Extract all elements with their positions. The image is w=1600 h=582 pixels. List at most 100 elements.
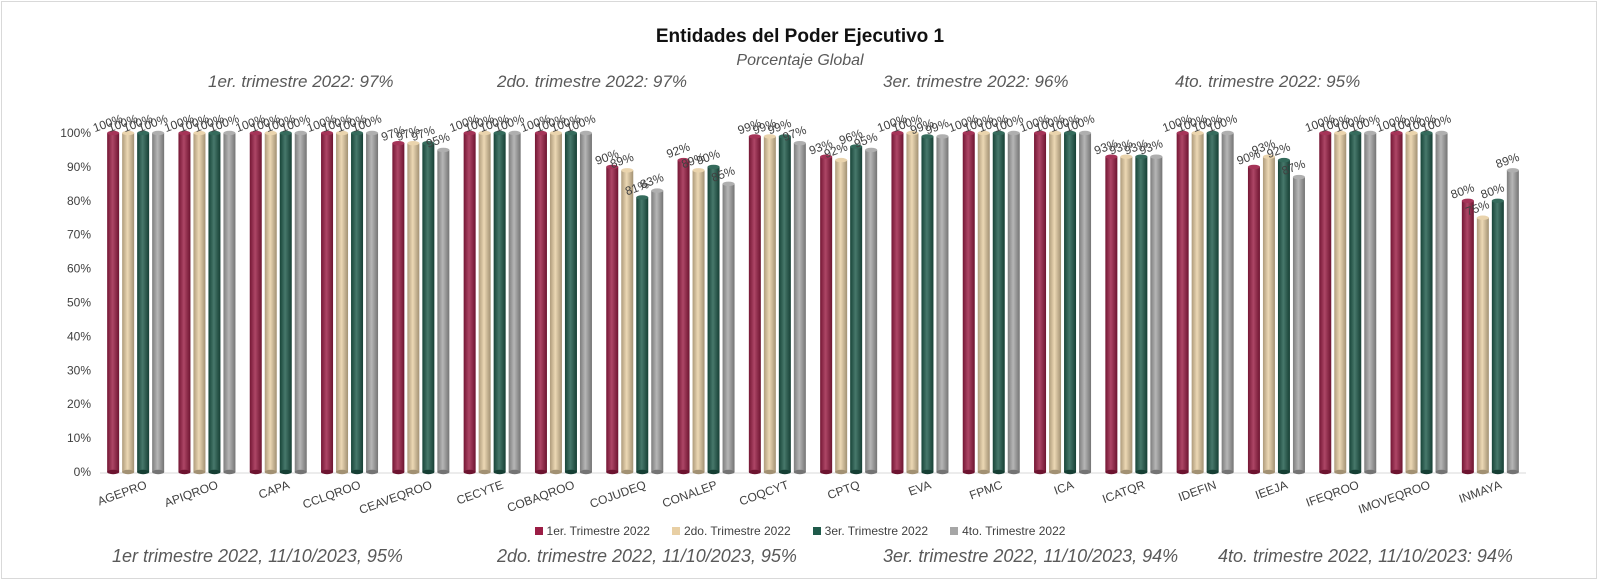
bar <box>1390 133 1403 472</box>
bar-top <box>579 130 592 136</box>
bar-base <box>223 469 236 475</box>
x-tick-label: CAPA <box>257 478 292 502</box>
bar <box>835 160 848 472</box>
bar-top <box>677 157 690 163</box>
x-tick-label: CPTQ <box>826 478 862 503</box>
bar <box>549 133 562 472</box>
legend-item-4: 4to. Trimestre 2022 <box>950 524 1065 538</box>
bar <box>478 133 491 472</box>
y-tick-label: 20% <box>67 397 91 411</box>
bar <box>1491 200 1504 473</box>
data-label: 89% <box>1494 150 1522 171</box>
footer-note-4: 4to. trimestre 2022, 11/10/2023: 94% <box>1218 546 1513 566</box>
bar-base <box>534 469 547 475</box>
legend-swatch-4 <box>950 527 959 535</box>
bar <box>249 133 262 472</box>
bar-top <box>321 130 334 136</box>
bar-top <box>1064 130 1077 136</box>
footer-note-3: 3er. trimestre 2022, 11/10/2023, 94% <box>883 546 1179 566</box>
data-label: 90% <box>694 146 722 167</box>
bar-base <box>1420 469 1433 475</box>
bar <box>1176 133 1189 472</box>
bar <box>707 166 720 472</box>
bar-top <box>178 130 191 136</box>
bar <box>193 133 206 472</box>
bar-top <box>692 168 705 173</box>
bar-top <box>351 130 364 136</box>
bar <box>208 133 221 472</box>
bar-top <box>1049 130 1062 136</box>
bar-base <box>936 469 949 475</box>
bar-top <box>1221 130 1234 136</box>
bar <box>1277 160 1290 472</box>
bar <box>1150 156 1163 473</box>
bar <box>1049 133 1062 472</box>
bar <box>178 133 191 472</box>
bar-base <box>1191 469 1204 475</box>
bar <box>692 170 705 473</box>
x-tick-label: CEAVEQROO <box>357 478 434 517</box>
bar-base <box>1506 469 1519 475</box>
x-tick-label: EVA <box>906 478 933 499</box>
bar-base <box>463 469 476 475</box>
bar-base <box>1390 469 1403 475</box>
x-tick-label: ICA <box>1052 478 1076 498</box>
bar <box>579 133 592 472</box>
bar <box>1262 156 1275 473</box>
bar <box>763 136 776 472</box>
bar-top <box>366 130 379 136</box>
bar-top <box>508 130 521 136</box>
bar-top <box>793 140 806 146</box>
bar-top <box>962 130 975 136</box>
bar-top <box>223 130 236 136</box>
footer-note-2: 2do. trimestre 2022, 11/10/2023, 95% <box>497 546 797 566</box>
x-tick-label: CONALEP <box>660 478 719 511</box>
bar <box>1506 170 1519 473</box>
bar-top <box>564 130 577 136</box>
bar-top <box>636 195 649 200</box>
data-label: 80% <box>1479 180 1507 201</box>
bar <box>962 133 975 472</box>
bar <box>336 133 349 472</box>
bar-base <box>1461 469 1474 475</box>
y-tick-label: 100% <box>60 126 91 140</box>
bar-base <box>722 469 735 475</box>
bar <box>677 160 690 472</box>
bar-base <box>107 469 120 475</box>
bar-base <box>1105 469 1118 475</box>
bar-base <box>294 469 307 475</box>
bar <box>137 133 150 472</box>
bar-top <box>1191 130 1204 136</box>
y-tick-label: 60% <box>67 262 91 276</box>
bar-top <box>208 130 221 136</box>
bar-top <box>264 130 277 136</box>
bar-top <box>392 140 405 146</box>
x-tick-label: IMOVEQROO <box>1356 478 1432 517</box>
bar <box>437 149 450 472</box>
bar-base <box>1049 469 1062 475</box>
bar <box>793 143 806 473</box>
bar-base <box>962 469 975 475</box>
bar <box>422 143 435 473</box>
bar <box>1206 133 1219 472</box>
bar-top <box>748 134 761 139</box>
bar <box>1191 133 1204 472</box>
bar-top <box>1476 215 1489 220</box>
legend-label-2: 2do. Trimestre 2022 <box>683 524 791 538</box>
bar <box>865 149 878 472</box>
bar-base <box>178 469 191 475</box>
bar-top <box>1491 198 1504 203</box>
bar-base <box>1262 469 1275 475</box>
bar <box>1105 156 1118 473</box>
bar <box>1319 133 1332 472</box>
bar-base <box>891 469 904 475</box>
bar-base <box>208 469 221 475</box>
bar-top <box>1349 130 1362 136</box>
y-tick-label: 40% <box>67 329 91 343</box>
bar <box>1120 156 1133 473</box>
bar-base <box>264 469 277 475</box>
bar-top <box>891 130 904 136</box>
bar-top <box>279 130 292 136</box>
